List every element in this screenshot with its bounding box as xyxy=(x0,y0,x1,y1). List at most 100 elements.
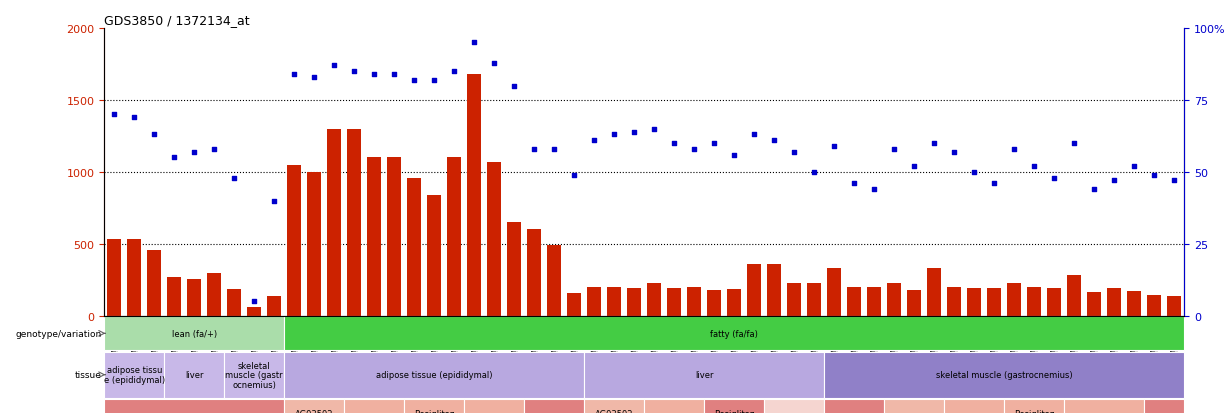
Bar xyxy=(825,399,885,413)
Bar xyxy=(825,352,1184,398)
Bar xyxy=(464,399,524,413)
Bar xyxy=(167,277,182,316)
Bar xyxy=(407,178,421,316)
Bar xyxy=(1107,288,1121,316)
Point xyxy=(145,132,164,138)
Text: GDS3850 / 1372134_at: GDS3850 / 1372134_at xyxy=(104,14,250,27)
Bar xyxy=(285,399,345,413)
Bar xyxy=(487,162,501,316)
Bar xyxy=(1004,399,1064,413)
Point xyxy=(124,114,144,121)
Point xyxy=(644,126,664,133)
Bar xyxy=(788,283,801,316)
Bar xyxy=(1007,283,1021,316)
Point xyxy=(625,129,644,135)
Bar xyxy=(1047,289,1061,316)
Bar xyxy=(524,399,584,413)
Bar xyxy=(267,296,281,316)
Text: liver: liver xyxy=(694,370,713,379)
Point xyxy=(485,60,504,66)
Bar xyxy=(827,268,842,316)
Point xyxy=(764,138,784,144)
Point xyxy=(805,169,825,176)
Bar xyxy=(507,223,521,316)
Point xyxy=(524,146,544,153)
Bar xyxy=(345,399,404,413)
Text: AG03502
9: AG03502 9 xyxy=(595,409,633,413)
Point xyxy=(205,146,225,153)
Bar xyxy=(1147,295,1161,316)
Bar xyxy=(687,287,701,316)
Bar xyxy=(225,352,285,398)
Point xyxy=(945,149,964,156)
Point xyxy=(904,164,924,170)
Bar xyxy=(328,129,341,316)
Text: AG03502
9: AG03502 9 xyxy=(294,409,334,413)
Point xyxy=(1164,178,1184,184)
Bar xyxy=(528,230,541,316)
Bar xyxy=(1128,291,1141,316)
Text: fatty (fa/fa): fatty (fa/fa) xyxy=(710,329,758,338)
Bar xyxy=(644,399,704,413)
Bar xyxy=(747,264,761,316)
Point xyxy=(405,77,425,84)
Point xyxy=(964,169,984,176)
Bar xyxy=(164,352,225,398)
Point xyxy=(1104,178,1124,184)
Point xyxy=(444,69,464,75)
Point xyxy=(984,180,1004,187)
Point xyxy=(784,149,804,156)
Bar xyxy=(947,287,961,316)
Bar xyxy=(1064,399,1144,413)
Point xyxy=(345,69,364,75)
Point xyxy=(285,71,304,78)
Point xyxy=(584,138,604,144)
Text: Rosiglitaz
one: Rosiglitaz one xyxy=(413,409,454,413)
Bar xyxy=(967,289,982,316)
Bar xyxy=(227,290,242,316)
Bar xyxy=(707,290,721,316)
Bar xyxy=(584,399,644,413)
Point xyxy=(864,186,883,193)
Bar xyxy=(584,352,825,398)
Point xyxy=(704,140,724,147)
Text: genotype/variation: genotype/variation xyxy=(15,329,102,338)
Point xyxy=(225,175,244,181)
Point xyxy=(1064,140,1083,147)
Point xyxy=(425,77,444,84)
Text: liver: liver xyxy=(185,370,204,379)
Bar xyxy=(307,172,321,316)
Bar xyxy=(807,284,821,316)
Bar xyxy=(704,399,764,413)
Point xyxy=(304,74,324,81)
Bar xyxy=(207,273,221,316)
Point xyxy=(184,149,204,156)
Point xyxy=(685,146,704,153)
Bar xyxy=(367,158,382,316)
Point xyxy=(464,40,483,47)
Text: skeletal muscle (gastrocnemius): skeletal muscle (gastrocnemius) xyxy=(936,370,1072,379)
Bar xyxy=(944,399,1004,413)
Point xyxy=(1025,164,1044,170)
Text: Rosiglitaz
one: Rosiglitaz one xyxy=(714,409,755,413)
Bar xyxy=(107,240,121,316)
Bar xyxy=(147,250,161,316)
Point xyxy=(265,198,285,204)
Bar xyxy=(847,287,861,316)
Bar xyxy=(1027,287,1040,316)
Bar xyxy=(907,290,921,316)
Bar xyxy=(728,290,741,316)
Bar xyxy=(764,399,825,413)
Bar xyxy=(285,317,1184,350)
Bar xyxy=(887,283,901,316)
Bar xyxy=(128,240,141,316)
Bar xyxy=(1167,297,1182,316)
Bar xyxy=(104,317,285,350)
Bar xyxy=(885,399,944,413)
Point xyxy=(1124,164,1144,170)
Bar xyxy=(347,129,361,316)
Point xyxy=(844,180,864,187)
Point xyxy=(664,140,683,147)
Point xyxy=(545,146,564,153)
Bar xyxy=(627,288,642,316)
